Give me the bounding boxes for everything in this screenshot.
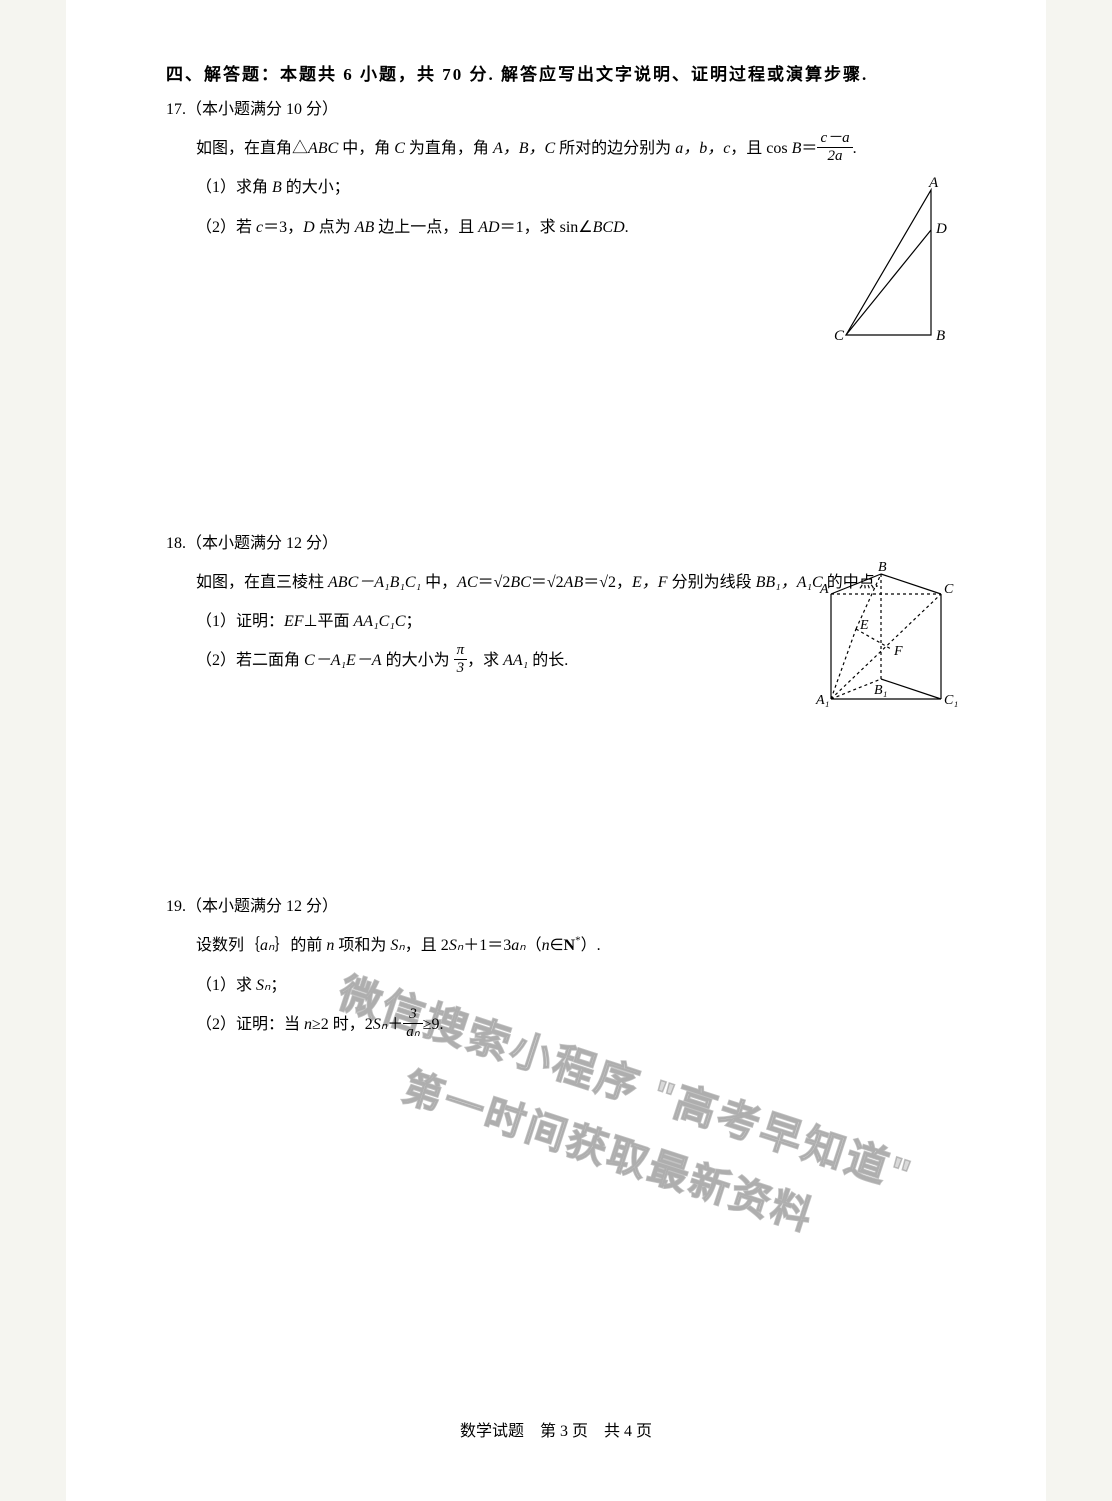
- page-container: 四、解答题：本题共 6 小题，共 70 分. 解答应写出文字说明、证明过程或演算…: [66, 0, 1046, 1501]
- svg-text:B₁: B₁: [874, 683, 887, 698]
- svg-text:B: B: [936, 328, 945, 344]
- figure-17-triangle: A B C D: [826, 175, 956, 355]
- problem-17: 17.（本小题满分 10 分） 如图，在直角△ABC 中，角 C 为直角，角 A…: [166, 95, 946, 489]
- figure-18-prism: A B C A₁ B₁ C₁ E F: [806, 559, 966, 729]
- problem-19-body: 设数列｛aₙ｝的前 n 项和为 Sₙ，且 2Sₙ＋1＝3aₙ（n∈N*）. （1…: [166, 928, 946, 1042]
- problem-19-line1: 设数列｛aₙ｝的前 n 项和为 Sₙ，且 2Sₙ＋1＝3aₙ（n∈N*）.: [196, 928, 946, 963]
- problem-19-q1: （1）求 Sₙ；: [196, 968, 946, 1003]
- problem-17-number: 17.（本小题满分 10 分）: [166, 95, 946, 119]
- problem-19-q2: （2）证明：当 n≥2 时，2Sₙ＋3aₙ≥9.: [196, 1007, 946, 1042]
- page-footer: 数学试题 第 3 页 共 4 页: [66, 1417, 1046, 1441]
- svg-text:A₁: A₁: [815, 693, 829, 708]
- svg-text:D: D: [935, 221, 947, 237]
- svg-text:C: C: [834, 328, 845, 344]
- svg-text:A: A: [819, 582, 829, 597]
- problem-19-number: 19.（本小题满分 12 分）: [166, 892, 946, 916]
- svg-text:C₁: C₁: [944, 693, 958, 708]
- problem-18: 18.（本小题满分 12 分） 如图，在直三棱柱 ABC－A₁B₁C₁ 中，AC…: [166, 529, 946, 853]
- fraction-17: c－a2a: [817, 130, 852, 164]
- svg-text:F: F: [893, 644, 903, 659]
- fraction-19: 3aₙ: [403, 1006, 422, 1040]
- section-header: 四、解答题：本题共 6 小题，共 70 分. 解答应写出文字说明、证明过程或演算…: [166, 60, 946, 85]
- problem-18-number: 18.（本小题满分 12 分）: [166, 529, 946, 553]
- problem-17-line1: 如图，在直角△ABC 中，角 C 为直角，角 A，B，C 所对的边分别为 a，b…: [196, 131, 946, 166]
- problem-19: 19.（本小题满分 12 分） 设数列｛aₙ｝的前 n 项和为 Sₙ，且 2Sₙ…: [166, 892, 946, 1246]
- fraction-18: π3: [454, 642, 468, 676]
- svg-text:E: E: [859, 618, 869, 633]
- spacer: [166, 1046, 946, 1246]
- svg-text:B: B: [878, 560, 887, 575]
- svg-text:C: C: [944, 582, 954, 597]
- svg-text:A: A: [928, 175, 939, 191]
